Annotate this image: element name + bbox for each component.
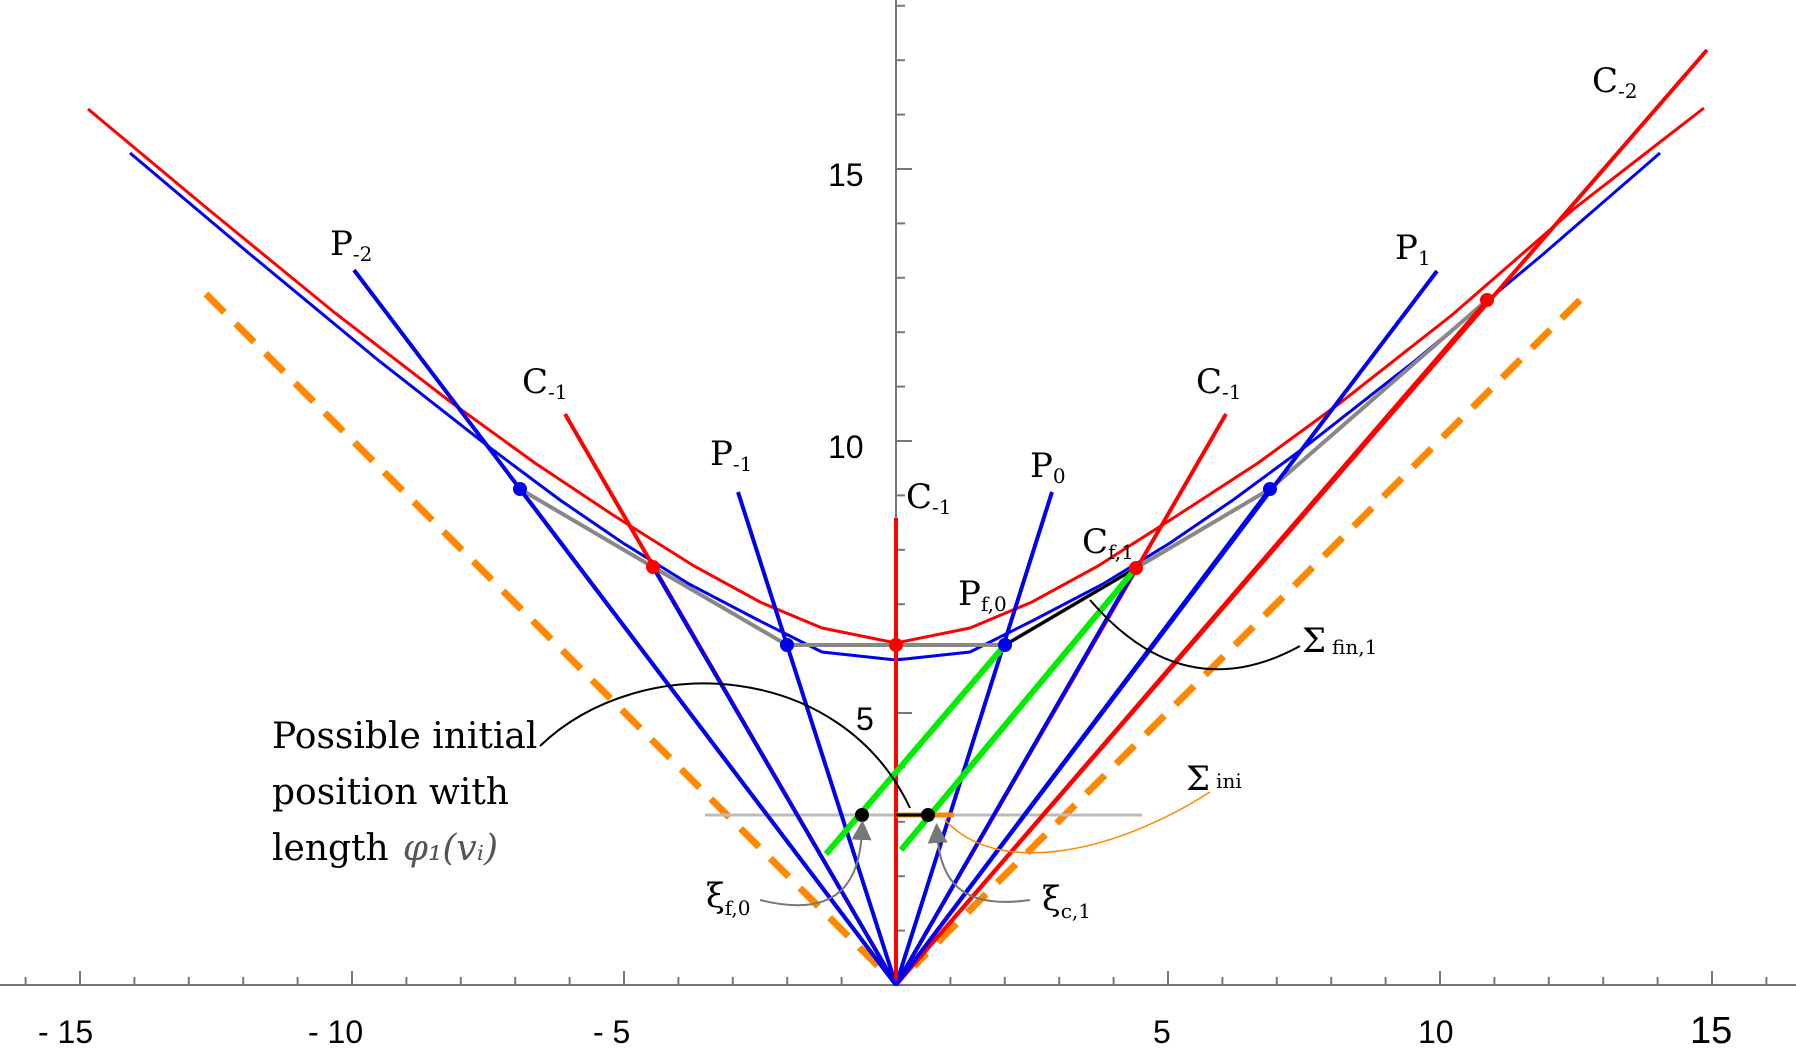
label-c-minus1-center: C-1 [906,477,952,519]
label-p-1: P1 [1395,228,1431,270]
asymptote-right [911,297,1583,969]
x-tick-label-minus5: - 5 [593,1014,630,1050]
y-tick-label-10: 10 [828,429,864,465]
gray-polyline [518,298,1489,647]
initial-position-pointer [539,682,911,809]
label-xi-f0: ξf,0 [706,876,751,920]
ray-blue-lower-left [518,487,898,987]
blue-point-left-inner [780,638,794,652]
ray-c-minus2 [894,48,1709,987]
blue-point-left-outer [513,482,527,496]
points [513,293,1494,822]
annotation-line-2: position with [272,772,509,813]
blue-point-right-outer [1263,482,1277,496]
x-tick-label-minus10: - 10 [308,1014,363,1050]
label-c-minus2: C-2 [1592,61,1638,103]
black-point-xi-c1 [921,808,935,822]
rays [352,48,1709,987]
label-p-0: P0 [1030,446,1066,488]
x-tick-labels: - 15 - 10 - 5 5 10 15 [38,1010,1732,1052]
labels: P-2 C-1 P-1 C-1 P0 Pf,0 Cf,1 C-1 P1 C-2 [330,61,1638,923]
label-p-minus2: P-2 [330,224,372,266]
annotation-line-3: length φ₁(vᵢ) [272,828,498,869]
blue-point-pf0 [998,638,1012,652]
xi-c1-pointer [927,823,1031,903]
x-axis-ticks [24,971,1768,985]
x-tick-label-5: 5 [1153,1014,1171,1050]
green-line-right [898,566,1139,852]
asymptotes [203,291,1583,969]
sigma-ini-pointer [944,791,1211,854]
red-point-right-far [1480,293,1494,307]
annotation-curves [539,599,1301,907]
initial-position-annotation: Possible initial position with length φ₁(… [272,716,537,869]
label-p-minus1: P-1 [710,434,752,476]
green-line-left [823,643,1008,856]
ray-blue-long-left [651,565,898,987]
label-c-minus1-right: C-1 [1196,362,1242,404]
red-point-center [889,638,903,652]
ray-blue-lower-right [894,487,1272,987]
annotation-line-1: Possible initial [272,716,537,757]
ray-p-0 [894,491,1054,986]
x-tick-label-15: 15 [1690,1010,1732,1052]
label-p-f0: Pf,0 [958,574,1007,616]
x-tick-label-10: 10 [1418,1014,1454,1050]
label-c-minus1-left: C-1 [522,362,568,404]
ray-p-minus1 [736,491,898,986]
x-tick-label-minus15: - 15 [38,1014,93,1050]
xi-f0-pointer [759,820,872,907]
y-axis-ticks [896,4,912,932]
sigma-fin-pointer [1089,599,1301,671]
y-tick-label-15: 15 [828,157,864,193]
label-xi-c1: ξc,1 [1042,879,1091,923]
green-lines [823,566,1139,856]
label-c-f1: Cf,1 [1082,522,1134,564]
y-tick-label-5: 5 [856,701,874,737]
ray-blue-long-right [894,567,1138,986]
y-tick-labels: 5 10 15 [828,157,874,737]
black-point-xi-f0 [855,808,869,822]
black-segment-pf0-cf1 [1004,566,1137,647]
red-point-cf1 [1129,561,1143,575]
asymptote-left [203,291,881,969]
red-point-left [646,560,660,574]
